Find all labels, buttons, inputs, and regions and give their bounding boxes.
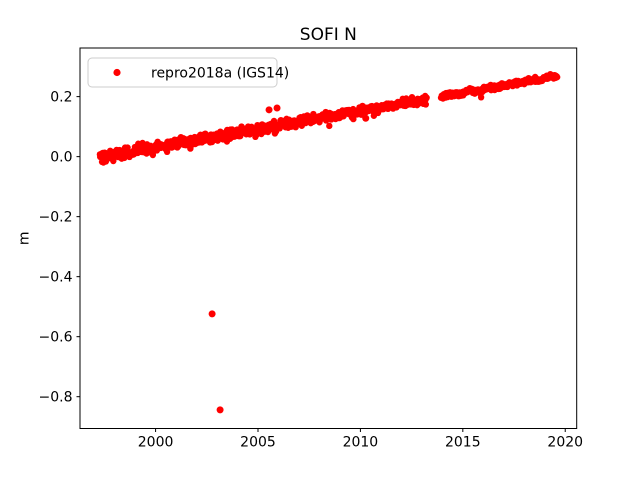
data-point [477,94,485,101]
x-tick-label: 2005 [240,435,276,451]
outlier-point [208,310,216,318]
x-tick-label: 2010 [343,435,379,451]
legend-entry-label: repro2018a (IGS14) [151,66,289,82]
y-tick-label: 0.2 [50,89,72,105]
legend-box [87,57,278,88]
y-axis: 0.2 0.0 −0.2 −0.4 −0.6 −0.8 [39,89,80,405]
x-tick-label: 2000 [138,435,174,451]
x-tick-label: 2015 [445,435,481,451]
chart-title: SOFI N [300,25,357,45]
outlier-point [216,406,224,414]
outlier-point [273,104,281,112]
data-point [422,101,430,108]
data-point [163,148,171,155]
data-point [553,73,561,81]
plot-area [79,47,578,429]
y-tick-label: −0.4 [39,269,73,285]
outlier-point [265,106,273,114]
y-tick-label: 0.0 [50,149,72,165]
x-tick-label: 2020 [547,435,583,451]
y-axis-label: m [17,231,33,245]
y-tick-label: −0.8 [39,389,73,405]
y-tick-label: −0.2 [39,209,73,225]
scatter-outliers [208,104,370,414]
y-tick-label: −0.6 [39,329,73,345]
data-point [326,122,333,130]
data-point [423,94,430,101]
x-axis: 2000 2005 2010 2015 2020 [138,428,583,451]
legend-marker-dot-icon [113,68,121,77]
legend: repro2018a (IGS14) [87,57,289,88]
scatter-series [96,70,561,166]
outlier-point [362,114,370,122]
